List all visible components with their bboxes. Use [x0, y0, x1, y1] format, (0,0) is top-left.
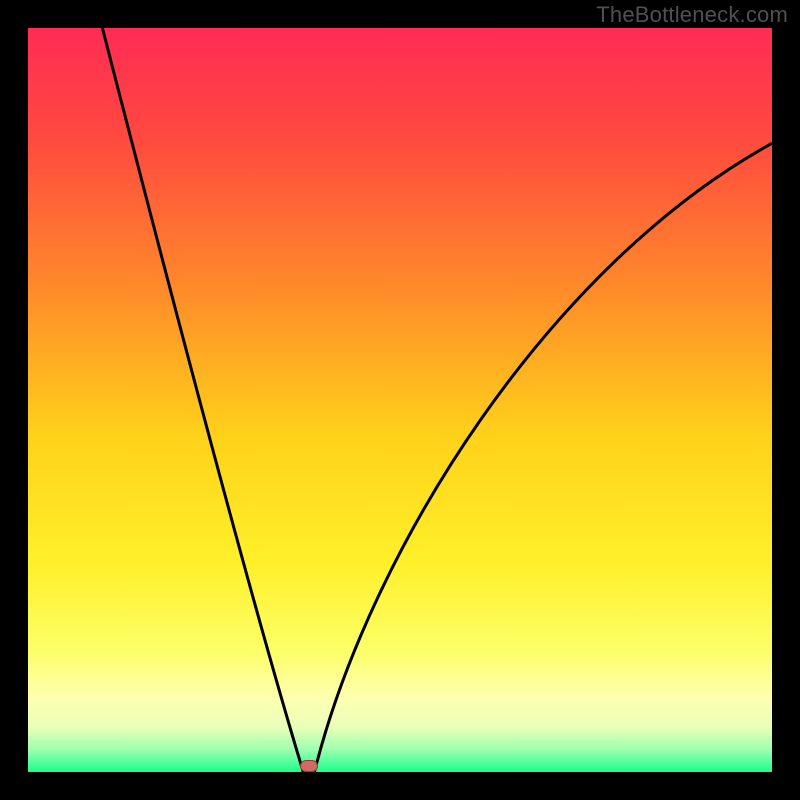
trough-marker: [300, 760, 318, 772]
plot-area: [28, 28, 772, 772]
curve-right-branch: [314, 143, 772, 772]
watermark-text: TheBottleneck.com: [596, 2, 788, 28]
figure-root: TheBottleneck.com: [0, 0, 800, 800]
curve-layer: [28, 28, 772, 772]
curve-left-branch: [102, 28, 303, 772]
